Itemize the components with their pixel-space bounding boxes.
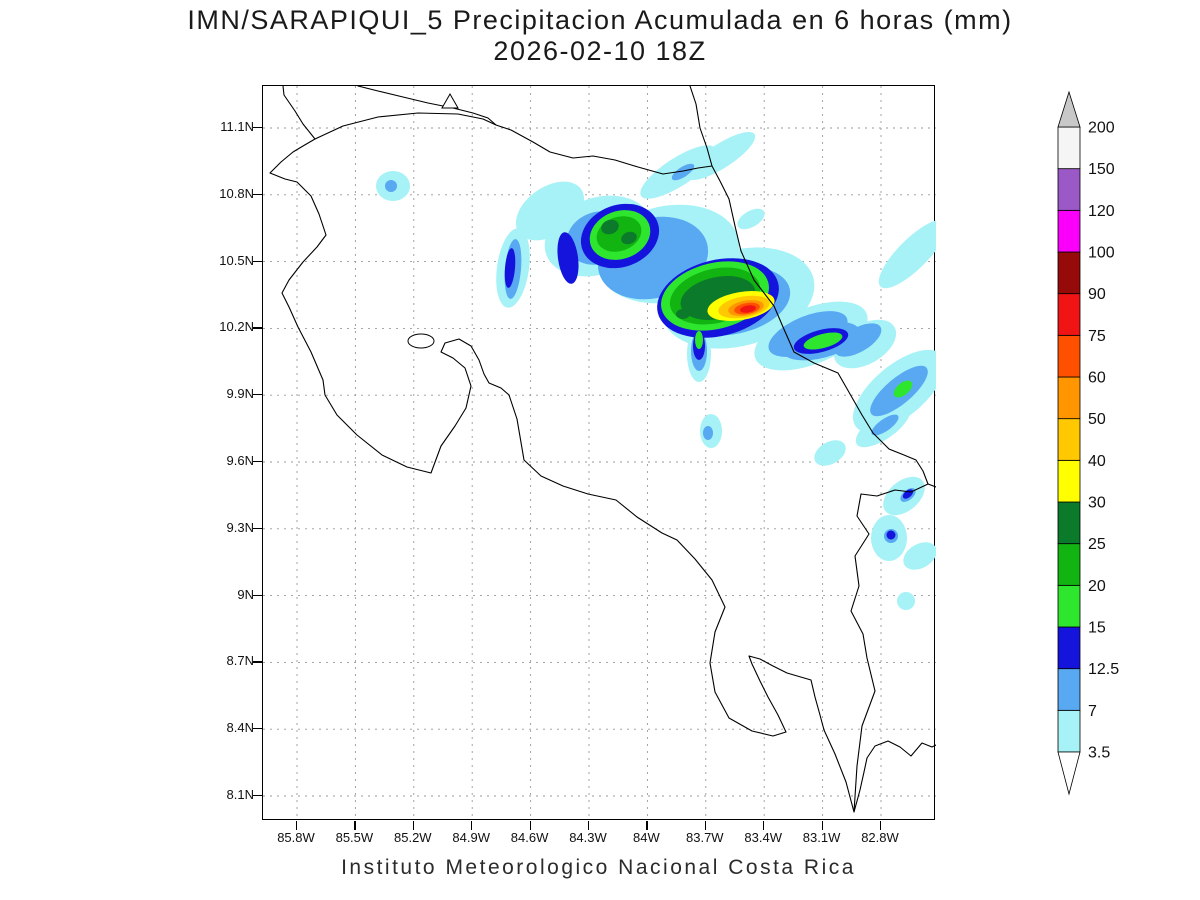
lon-tick-label: 85.2W xyxy=(394,830,432,845)
colorbar: 3.5 7 12.5 15 20 25 30 40 50 60 75 90 100 120 150 200 xyxy=(1048,78,1168,838)
lat-tick-mark xyxy=(253,127,262,129)
lon-tick-label: 85.8W xyxy=(277,830,315,845)
colorbar-label: 12.5 xyxy=(1088,661,1119,678)
lon-tick-mark xyxy=(529,821,531,830)
lat-tick-label: 10.8N xyxy=(219,185,254,201)
lon-tick-label: 84W xyxy=(633,830,660,845)
lat-tick-label: 10.5N xyxy=(219,252,254,268)
lat-tick-label: 8.7N xyxy=(226,653,254,669)
lon-tick-mark xyxy=(646,821,648,830)
colorbar-label: 30 xyxy=(1088,494,1106,511)
lon-tick-mark xyxy=(763,821,765,830)
map-plot xyxy=(262,85,936,821)
lat-tick-mark xyxy=(253,795,262,797)
lon-tick-label: 84.9W xyxy=(452,830,490,845)
colorbar-label: 100 xyxy=(1088,244,1115,261)
precipitation-shading xyxy=(376,132,936,610)
lat-tick-label: 9.6N xyxy=(226,453,254,468)
lat-tick-mark xyxy=(253,527,262,529)
colorbar-segment xyxy=(1057,709,1081,753)
colorbar-label: 60 xyxy=(1088,369,1106,386)
lat-tick-mark xyxy=(253,461,262,463)
precip-layer-75-90-core xyxy=(740,305,756,313)
lat-tick-mark xyxy=(253,661,262,663)
colorbar-svg: 3.5 7 12.5 15 20 25 30 40 50 60 75 90 100 120 150 200 xyxy=(1057,90,1119,796)
lon-tick-mark xyxy=(412,821,414,830)
precip-layer-3p5-7 xyxy=(376,132,936,610)
colorbar-segment xyxy=(1057,501,1081,545)
colorbar-label: 7 xyxy=(1088,703,1097,720)
colorbar-label: 90 xyxy=(1088,286,1106,303)
lon-tick-mark xyxy=(588,821,590,830)
colorbar-label: 75 xyxy=(1088,328,1106,345)
caribbean-coastline xyxy=(689,86,936,488)
lon-tick-label: 83.1W xyxy=(802,830,841,845)
colorbar-segment xyxy=(1057,584,1081,628)
colorbar-label: 120 xyxy=(1088,203,1115,220)
lon-tick-mark xyxy=(354,821,356,830)
colorbar-bottom-arrow xyxy=(1057,751,1081,796)
colorbar-label: 200 xyxy=(1088,119,1115,136)
lat-tick-label: 8.4N xyxy=(226,720,254,736)
colorbar-label: 20 xyxy=(1088,578,1106,595)
chira-island xyxy=(407,333,435,349)
map-svg xyxy=(263,86,936,821)
lat-tick-label: 8.1N xyxy=(226,787,254,802)
colorbar-segment xyxy=(1057,626,1081,670)
lon-tick-mark xyxy=(880,821,882,830)
lat-tick-mark xyxy=(253,260,262,262)
colorbar-label: 3.5 xyxy=(1088,745,1110,762)
colorbar-label: 150 xyxy=(1088,161,1115,178)
colorbar-top-arrow xyxy=(1057,90,1081,128)
lon-tick-mark xyxy=(471,821,473,830)
lon-tick-label: 84.3W xyxy=(569,830,607,845)
lon-tick-label: 85.5W xyxy=(335,830,374,845)
coastlines-group xyxy=(269,86,936,813)
colorbar-segment xyxy=(1057,376,1081,420)
lat-tick-mark xyxy=(253,327,262,329)
colorbar-label: 15 xyxy=(1088,619,1106,636)
colorbar-label: 50 xyxy=(1088,411,1106,428)
lat-tick-mark xyxy=(253,394,262,396)
lat-tick-mark xyxy=(253,193,262,195)
colorbar-segment xyxy=(1057,251,1081,295)
colorbar-segment xyxy=(1057,334,1081,378)
nicaragua-border xyxy=(314,112,713,175)
lon-tick-label: 83.7W xyxy=(686,830,724,845)
footer-credit: Instituto Meteorologico Nacional Costa R… xyxy=(341,856,856,879)
lake-nicaragua-shore xyxy=(357,86,497,126)
colorbar-label: 40 xyxy=(1088,453,1106,470)
lon-tick-mark xyxy=(821,821,823,830)
precip-layer-7-12p5 xyxy=(385,163,928,543)
lon-tick-mark xyxy=(296,821,298,830)
solentiname-island xyxy=(441,92,459,109)
colorbar-segment xyxy=(1057,293,1081,336)
lat-tick-label: 9.3N xyxy=(226,519,254,535)
colorbar-segment xyxy=(1057,543,1081,586)
lat-tick-mark xyxy=(253,728,262,730)
lat-tick-label: 9N xyxy=(237,586,254,602)
lon-tick-mark xyxy=(704,821,706,830)
lon-tick-label: 83.4W xyxy=(744,830,782,845)
colorbar-segment xyxy=(1057,418,1081,461)
colorbar-segment xyxy=(1057,668,1081,711)
lat-tick-label: 10.2N xyxy=(219,319,254,335)
colorbar-segment xyxy=(1057,126,1081,170)
pacific-coastline xyxy=(269,86,936,813)
colorbar-label: 25 xyxy=(1088,536,1106,553)
lon-tick-label: 84.6W xyxy=(510,830,549,845)
figure-title: IMN/SARAPIQUI_5 Precipitacion Acumulada … xyxy=(187,5,1013,35)
colorbar-segment xyxy=(1057,459,1081,503)
figure-subtitle: 2026-02-10 18Z xyxy=(493,36,707,66)
lat-tick-mark xyxy=(253,594,262,596)
lon-tick-label: 82.8W xyxy=(861,830,899,845)
lat-tick-label: 11.1N xyxy=(220,119,254,134)
panama-border xyxy=(850,483,929,813)
colorbar-segment xyxy=(1057,209,1081,253)
colorbar-segment xyxy=(1057,168,1081,211)
lat-tick-label: 9.9N xyxy=(226,386,254,402)
